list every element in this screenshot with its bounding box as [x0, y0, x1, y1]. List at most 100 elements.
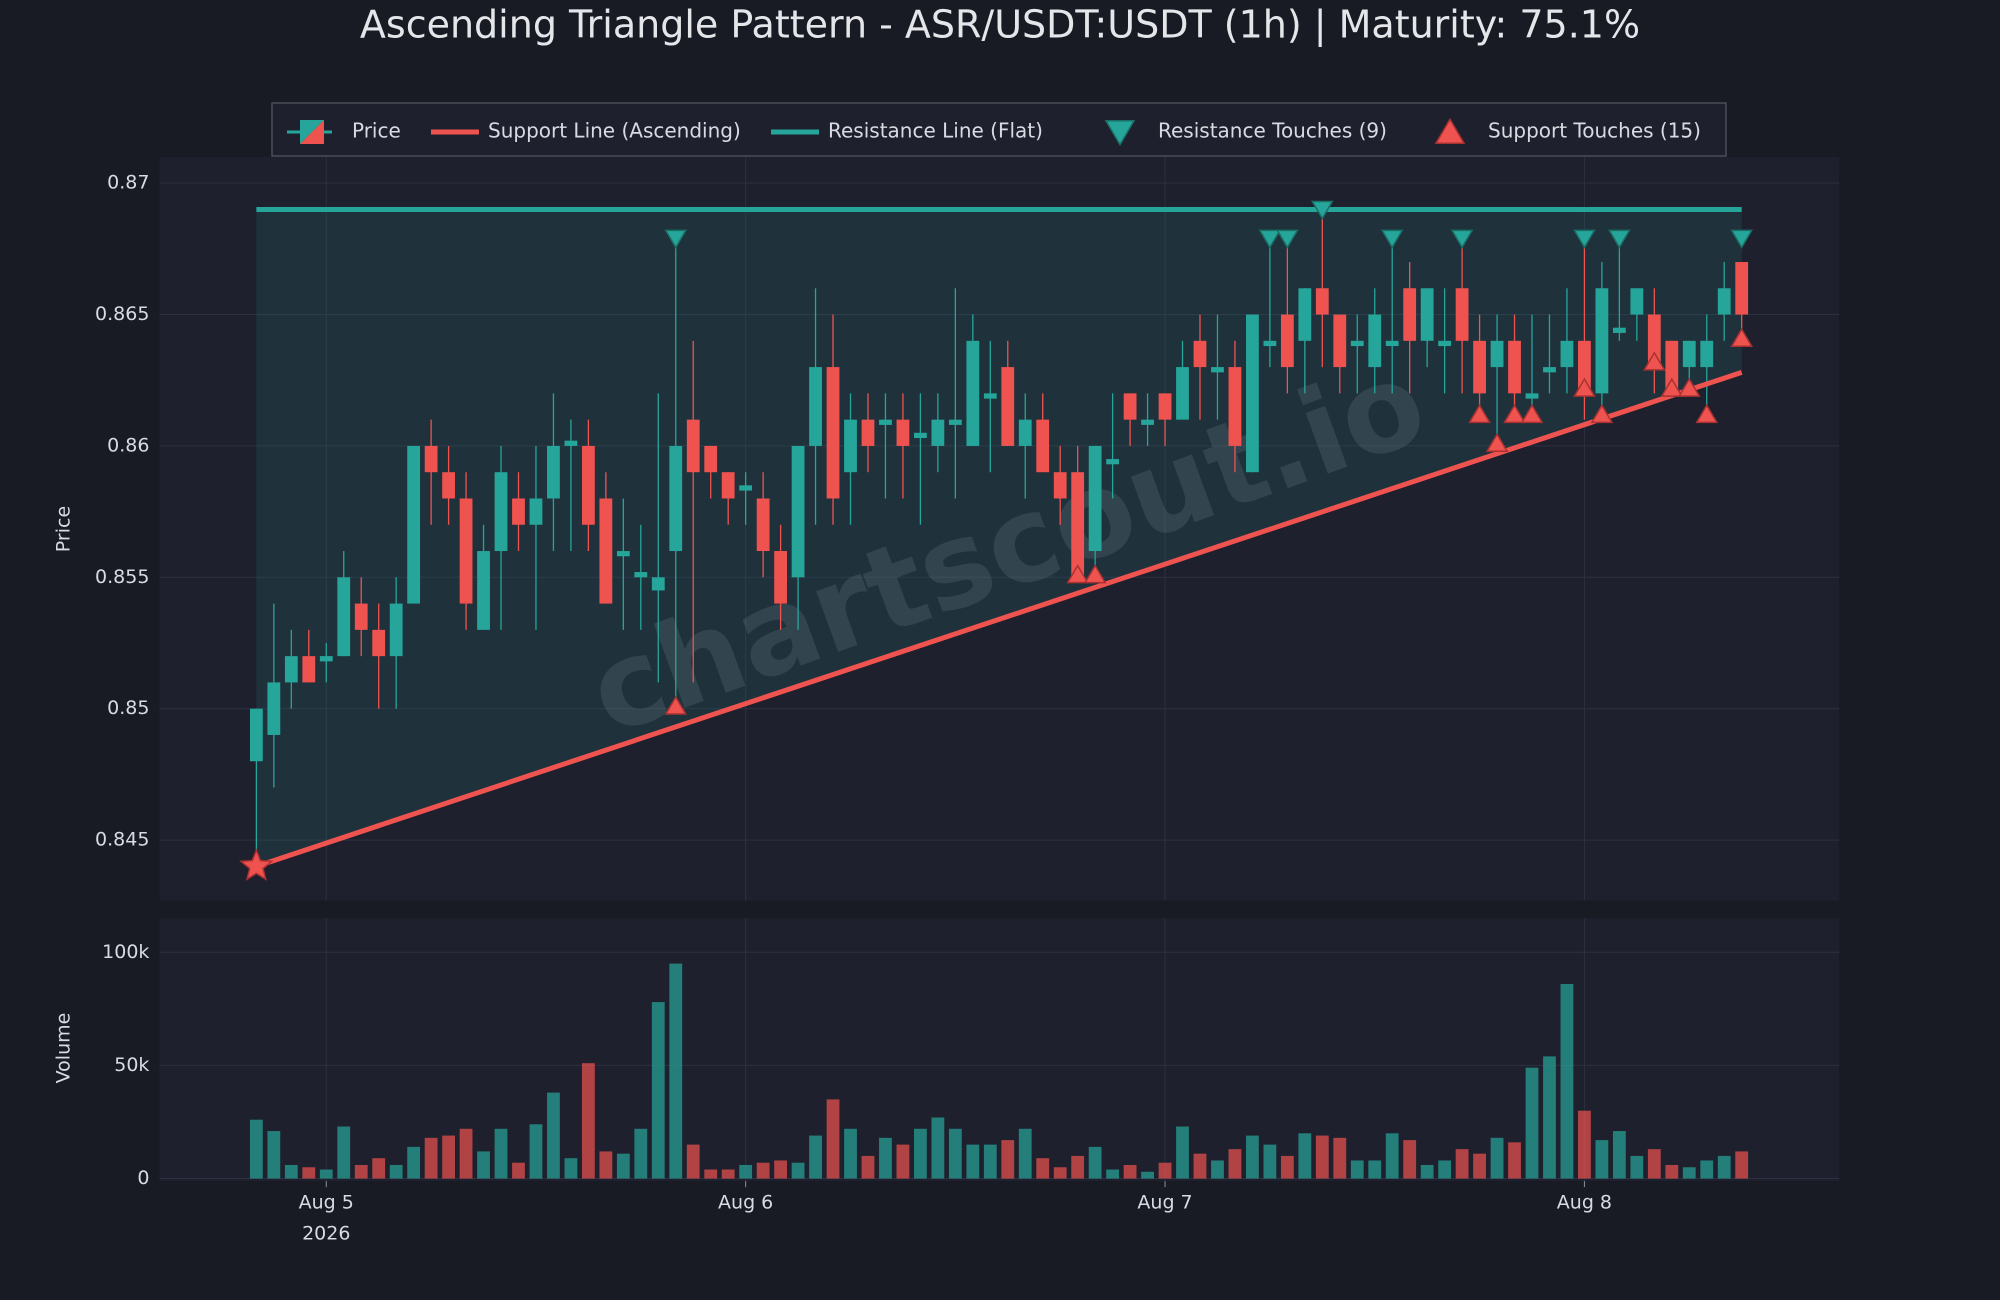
candle-body — [407, 445, 421, 604]
candle-body — [1193, 340, 1207, 368]
touch-marker — [1083, 564, 1107, 584]
volume-bar — [1141, 1171, 1154, 1179]
volume-bar — [302, 1167, 316, 1179]
candle-body — [791, 445, 805, 578]
candle-body — [616, 551, 630, 557]
volume-bar — [1211, 1160, 1224, 1179]
candle-body — [389, 603, 403, 657]
candle-body — [1141, 419, 1154, 425]
volume-bar — [1158, 1162, 1172, 1179]
volume-bar — [1647, 1149, 1661, 1179]
candle-body — [966, 340, 980, 446]
volume-bar — [844, 1128, 857, 1179]
touch-marker — [1503, 403, 1526, 424]
touch-marker — [1730, 327, 1754, 347]
candle-body — [512, 498, 525, 525]
volume-bar — [634, 1128, 648, 1179]
x-tick-label: Aug 7 — [1137, 1192, 1192, 1214]
volume-bar — [704, 1169, 718, 1179]
volume-bar — [1473, 1153, 1486, 1179]
candle-body — [879, 419, 892, 425]
touch-marker — [1677, 377, 1701, 397]
volume-axis-label: Volume — [53, 1013, 75, 1084]
candle-body — [1682, 340, 1696, 368]
volume-bar — [879, 1137, 892, 1179]
candle-body — [756, 498, 770, 552]
candle-body — [1018, 419, 1032, 446]
volume-bar — [494, 1128, 508, 1179]
y-tick-label: 0.855 — [95, 566, 149, 588]
volume-bar — [1595, 1140, 1609, 1179]
volume-bar — [249, 1119, 263, 1179]
volume-bar — [1717, 1155, 1731, 1179]
pattern-line — [255, 369, 1743, 869]
volume-bar — [1368, 1160, 1382, 1179]
candle-body — [1438, 340, 1452, 347]
candle-body — [1280, 314, 1294, 368]
x-tick-label: Aug 8 — [1557, 1192, 1612, 1214]
volume-bar — [564, 1158, 578, 1179]
legend-text: Support Touches (15) — [1488, 119, 1701, 143]
candle-body — [547, 445, 560, 499]
touch-marker — [1730, 229, 1754, 249]
volume-bar — [1455, 1149, 1469, 1179]
candle-body — [1053, 472, 1067, 499]
candle-body — [1246, 314, 1259, 473]
volume-bar — [1735, 1151, 1749, 1179]
candle-body — [459, 498, 473, 604]
candle-body — [1228, 367, 1242, 446]
touch-marker — [664, 695, 688, 715]
volume-bar — [1508, 1142, 1521, 1179]
candle-body — [1595, 288, 1609, 394]
volume-bar — [1350, 1160, 1364, 1179]
legend: Price Support Line (Ascending) Resistance … — [271, 102, 1727, 157]
volume-bar — [983, 1144, 997, 1179]
touch-marker — [1276, 229, 1299, 249]
candle-body — [529, 498, 543, 525]
candle-body — [914, 432, 927, 439]
candle-body — [1735, 261, 1749, 315]
volume-bar — [1490, 1137, 1504, 1179]
candle-body — [1071, 472, 1085, 578]
volume-bar — [529, 1124, 543, 1179]
volume-bar — [1682, 1167, 1696, 1179]
volume-bar — [1053, 1167, 1067, 1179]
candle-body — [1158, 393, 1172, 420]
candle-body — [477, 551, 490, 630]
touch-marker — [1450, 229, 1474, 249]
candle-body — [1647, 314, 1661, 368]
volume-bar — [1106, 1169, 1120, 1179]
chart-title: Ascending Triangle Pattern - ASR/USDT:US… — [360, 3, 1640, 48]
candle-body — [1385, 340, 1399, 347]
candle-body — [1490, 340, 1504, 368]
candle-body — [1420, 288, 1434, 341]
candle-body — [861, 419, 875, 446]
touch-marker — [1573, 377, 1596, 397]
candle-body — [1700, 340, 1714, 368]
candle-body — [651, 577, 665, 591]
volume-bar — [669, 963, 683, 1179]
volume-bar — [1630, 1155, 1644, 1179]
volume-bar — [966, 1144, 980, 1179]
volume-bar — [1560, 983, 1574, 1179]
candle-body — [1403, 288, 1417, 341]
candle-body — [634, 572, 648, 578]
volume-bar — [1700, 1160, 1714, 1179]
candle-body — [1176, 367, 1189, 420]
volume-bar — [791, 1162, 805, 1179]
candle-body — [774, 551, 788, 604]
candle-body — [948, 419, 962, 425]
touch-marker — [1258, 229, 1282, 249]
candle-body — [1508, 340, 1521, 394]
touch-marker — [1485, 432, 1509, 453]
legend-icon — [300, 120, 324, 144]
legend-text: Resistance Line (Flat) — [828, 119, 1043, 143]
touch-marker — [1573, 229, 1596, 249]
candle-body — [1001, 367, 1015, 446]
candle-body — [1455, 288, 1469, 341]
candle-body — [564, 440, 578, 446]
candle-body — [1333, 314, 1347, 368]
candle-body — [599, 498, 613, 604]
candle-body — [1123, 393, 1137, 420]
touch-marker — [1468, 403, 1491, 424]
